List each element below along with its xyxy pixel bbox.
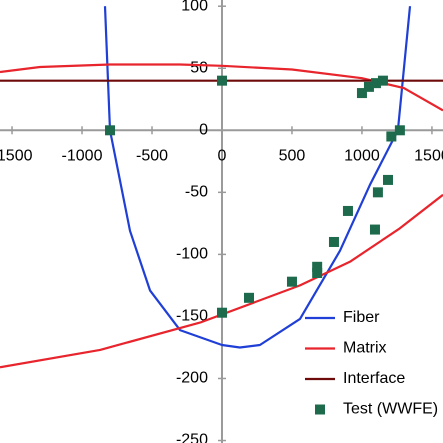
test-point [216,307,227,318]
plot-area [0,6,443,369]
test-point [370,78,381,89]
test-point [342,205,353,216]
test-point [286,276,297,287]
test-point [216,75,227,86]
x-tick-label: -1500 [0,148,33,165]
test-point [105,125,116,136]
y-tick-label: -200 [176,370,208,387]
test-point [244,292,255,303]
test-point [369,224,380,235]
x-tick-label: 0 [218,148,227,165]
x-tick-label: 1000 [344,148,380,165]
test-point [363,81,374,92]
legend-swatch [315,404,325,415]
legend-label: Test (WWFE) [343,401,438,418]
x-tick-label: -500 [136,148,168,165]
legend-label: Interface [343,370,405,387]
test-point [328,236,339,247]
test-point [377,75,388,86]
y-tick-label: -250 [176,432,208,443]
x-tick-label: 500 [279,148,306,165]
test-point [312,267,323,278]
x-tick-label: -1000 [62,148,103,165]
y-tick-label: 0 [199,122,208,139]
y-tick-label: 100 [181,0,208,14]
test-point [394,125,405,136]
test-point [372,187,383,198]
series-line [0,63,443,369]
legend-label: Matrix [343,340,387,357]
test-point [382,174,393,185]
series-line [103,6,412,349]
y-tick-label: 50 [190,59,208,76]
y-tick-label: -50 [185,184,208,201]
x-tick-label: 1500 [414,148,443,165]
legend-label: Fiber [343,309,380,326]
y-tick-label: -100 [176,246,208,263]
test-point [356,88,367,99]
y-tick-label: -150 [176,308,208,325]
test-point [386,131,397,142]
test-point [312,261,323,272]
